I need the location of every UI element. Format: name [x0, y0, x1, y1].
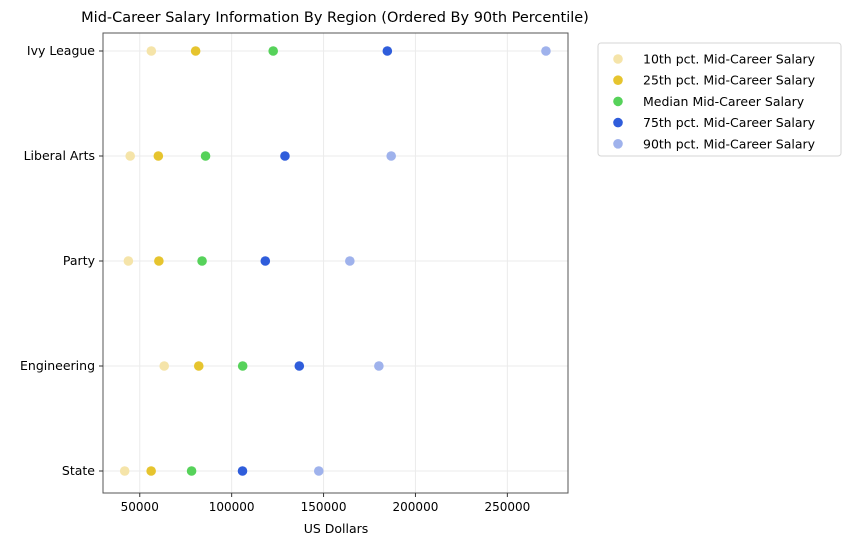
- y-tick-label: Engineering: [20, 358, 95, 373]
- data-point: [119, 466, 130, 476]
- data-point: [313, 466, 324, 476]
- x-tick-label: 200000: [393, 500, 439, 514]
- grid-lines: [103, 33, 568, 493]
- y-tick-label: Party: [63, 253, 96, 268]
- y-tick-label: State: [62, 463, 95, 478]
- x-tick-label: 150000: [301, 500, 347, 514]
- legend-label: 25th pct. Mid-Career Salary: [643, 73, 816, 88]
- data-point: [200, 151, 211, 161]
- legend-marker: [613, 139, 623, 149]
- legend-label: 10th pct. Mid-Career Salary: [643, 52, 816, 67]
- legend-marker: [613, 54, 623, 64]
- legend-box: [597, 42, 842, 157]
- data-point: [237, 466, 248, 476]
- legend-label: 90th pct. Mid-Career Salary: [643, 136, 816, 151]
- data-point: [193, 361, 204, 371]
- legend-label: 75th pct. Mid-Career Salary: [643, 115, 816, 130]
- data-point: [345, 256, 355, 266]
- x-axis: 50000 100000 150000 200000 250000: [121, 493, 530, 514]
- data-point: [268, 46, 278, 56]
- x-tick-label: 250000: [484, 500, 530, 514]
- x-tick-label: 100000: [209, 500, 255, 514]
- data-point: [190, 46, 201, 56]
- data-point: [374, 361, 384, 371]
- data-point: [125, 151, 136, 161]
- legend: 10th pct. Mid-Career Salary 25th pct. Mid…: [597, 42, 842, 157]
- data-point: [186, 466, 197, 476]
- data-point: [237, 361, 248, 371]
- data-point: [260, 256, 271, 266]
- data-point: [159, 361, 170, 371]
- data-point: [153, 151, 164, 161]
- data-point: [123, 256, 134, 266]
- chart-title: Mid-Career Salary Information By Region …: [81, 10, 589, 26]
- data-point: [382, 46, 393, 56]
- legend-marker: [613, 96, 623, 107]
- plot-frame: [102, 32, 569, 494]
- y-tick-label: Liberal Arts: [24, 148, 95, 163]
- data-point: [294, 361, 305, 371]
- legend-label: Median Mid-Career Salary: [643, 94, 805, 109]
- data-points: [119, 46, 551, 476]
- x-tick-label: 50000: [121, 500, 159, 514]
- data-point: [146, 466, 156, 476]
- data-point: [154, 256, 164, 266]
- data-point: [197, 256, 207, 266]
- x-axis-label: US Dollars: [304, 521, 369, 536]
- y-tick-label: Ivy League: [27, 43, 95, 58]
- data-point: [146, 46, 157, 56]
- y-axis: Ivy League Liberal Arts Party Engineering St…: [20, 43, 103, 478]
- legend-marker: [613, 117, 623, 128]
- legend-marker: [613, 75, 623, 85]
- data-point: [280, 151, 290, 161]
- data-point: [541, 46, 551, 56]
- data-point: [386, 151, 396, 161]
